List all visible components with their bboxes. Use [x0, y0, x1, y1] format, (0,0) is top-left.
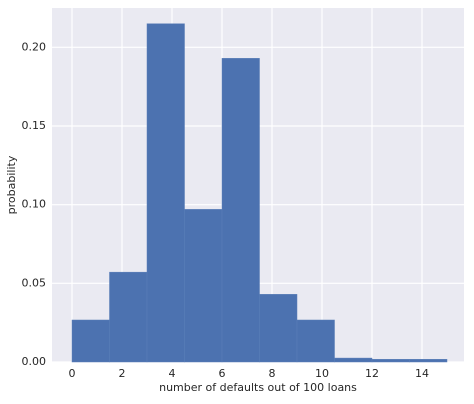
- x-tick-label: 6: [219, 367, 226, 380]
- x-axis-label: number of defaults out of 100 loans: [159, 381, 357, 394]
- bar: [409, 359, 448, 363]
- x-tick-label: 12: [365, 367, 379, 380]
- y-tick-label: 0.00: [22, 355, 47, 368]
- bar: [259, 294, 298, 363]
- x-tick-label: 8: [269, 367, 276, 380]
- x-tick-label: 0: [69, 367, 76, 380]
- y-axis-label: probability: [5, 155, 18, 214]
- y-tick-label: 0.05: [22, 276, 47, 289]
- y-tick-label: 0.10: [22, 198, 47, 211]
- bar: [371, 359, 410, 363]
- bar: [184, 209, 223, 363]
- x-tick-label: 4: [169, 367, 176, 380]
- bar: [221, 58, 260, 363]
- bar: [71, 319, 110, 363]
- x-tick-label: 2: [119, 367, 126, 380]
- x-tick-label: 14: [415, 367, 429, 380]
- y-tick-label: 0.15: [22, 119, 47, 132]
- bar: [109, 271, 148, 363]
- y-tick-label: 0.20: [22, 40, 47, 53]
- x-tick-label: 10: [315, 367, 329, 380]
- bar: [296, 319, 335, 363]
- bar: [334, 357, 373, 363]
- bar: [146, 23, 185, 363]
